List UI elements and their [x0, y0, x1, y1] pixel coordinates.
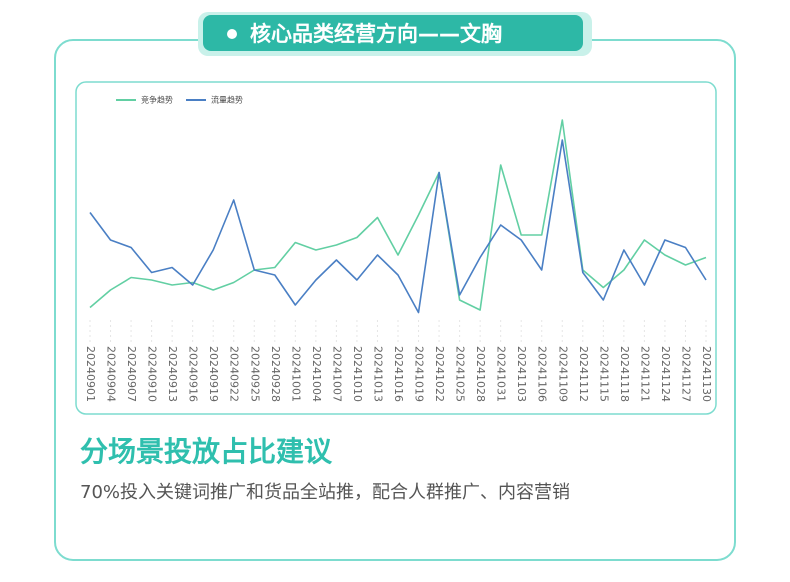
x-tick-label: 20240928 — [269, 346, 282, 402]
x-tick-label: 20241010 — [351, 346, 364, 402]
x-tick-label: 20241124 — [659, 346, 672, 402]
x-tick-label: 20240910 — [146, 346, 159, 402]
legend-label: 竞争趋势 — [141, 95, 173, 105]
x-tick-label: 20241118 — [618, 346, 631, 402]
x-tick-label: 20241007 — [330, 346, 343, 402]
x-tick-label: 20241028 — [474, 346, 487, 402]
x-tick-label: 20241115 — [597, 346, 610, 402]
x-tick-label: 20241031 — [495, 346, 508, 402]
x-tick-label: 20240907 — [125, 346, 138, 402]
x-tick-label: 20241004 — [310, 346, 323, 402]
x-tick-label: 20240919 — [207, 346, 220, 402]
chart: 20240901 20240904 20240907 20240910 20240913… — [84, 95, 713, 403]
line-series — [89, 139, 707, 314]
x-tick-label: 20241106 — [536, 346, 549, 402]
x-tick-label: 20241001 — [289, 346, 302, 402]
x-tick-label: 20241112 — [577, 346, 590, 402]
line-series — [89, 119, 707, 311]
x-tick-label: 20241019 — [413, 346, 426, 402]
x-tick-label: 20240901 — [84, 346, 97, 402]
x-tick-label: 20241103 — [515, 346, 528, 402]
header-dot — [227, 29, 237, 39]
x-tick-label: 20241109 — [556, 346, 569, 402]
header-title: 核心品类经营方向——文胸 — [250, 22, 502, 46]
x-tick-label: 20241127 — [679, 346, 692, 402]
x-tick-label: 20241121 — [638, 346, 651, 402]
section-heading: 分场景投放占比建议 — [80, 435, 333, 468]
section-text: 70%投入关键词推广和货品全站推，配合人群推广、内容营销 — [80, 482, 570, 503]
x-tick-label: 20241016 — [392, 346, 405, 402]
x-tick-label: 20241130 — [700, 346, 713, 402]
x-tick-label: 20241022 — [433, 346, 446, 402]
x-tick-label: 20240916 — [187, 346, 200, 402]
x-tick-label: 20241013 — [371, 346, 384, 402]
x-tick-label: 20240913 — [166, 346, 179, 402]
x-tick-label: 20240922 — [228, 346, 241, 402]
x-tick-label: 20241025 — [454, 346, 467, 402]
chart-box — [75, 81, 717, 415]
legend-label: 流量趋势 — [211, 95, 243, 105]
header-pill — [203, 15, 583, 51]
x-tick-label: 20240925 — [248, 346, 261, 402]
x-tick-label: 20240904 — [105, 346, 118, 402]
